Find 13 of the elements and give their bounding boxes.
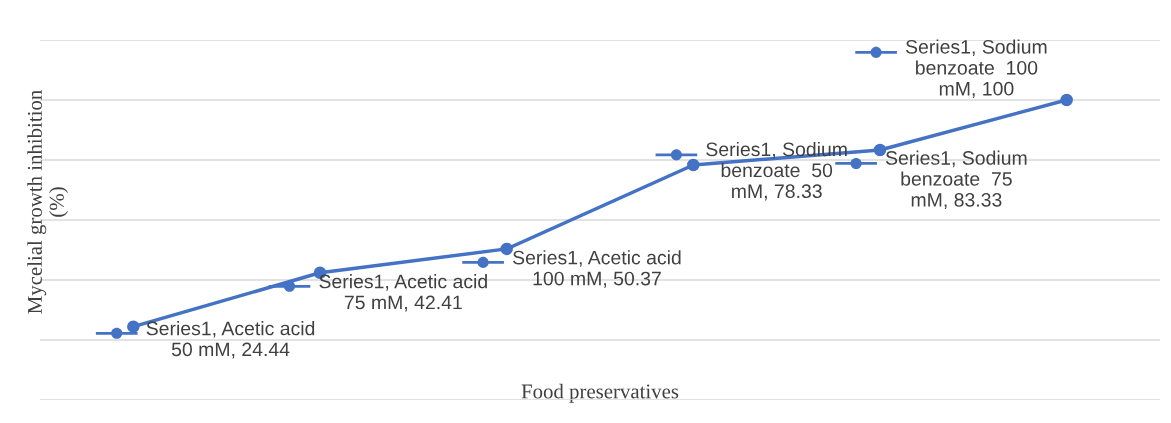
point [1060,93,1073,107]
x-axis-title: Food preservatives [521,383,679,403]
data-label: Series1, Sodium benzoate 75 mM, 83.33 [885,150,1027,210]
data-label: Series1, Sodium benzoate 50 mM, 78.33 [706,141,847,201]
y-axis-title: Mycelial growth inhibition (%) [27,90,68,314]
data-label: Series1, Acetic acid 75 mM, 42.41 [319,274,487,312]
data-label: Series1, Acetic acid 100 mM, 50.37 [512,250,681,288]
data-label: Series1, Sodium benzoate 100 mM, 100 [905,39,1047,98]
point [687,158,700,172]
point [127,320,140,333]
point [500,242,513,256]
point [873,143,887,157]
data-label: Series1, Acetic acid 50 mM, 24.44 [146,321,315,359]
